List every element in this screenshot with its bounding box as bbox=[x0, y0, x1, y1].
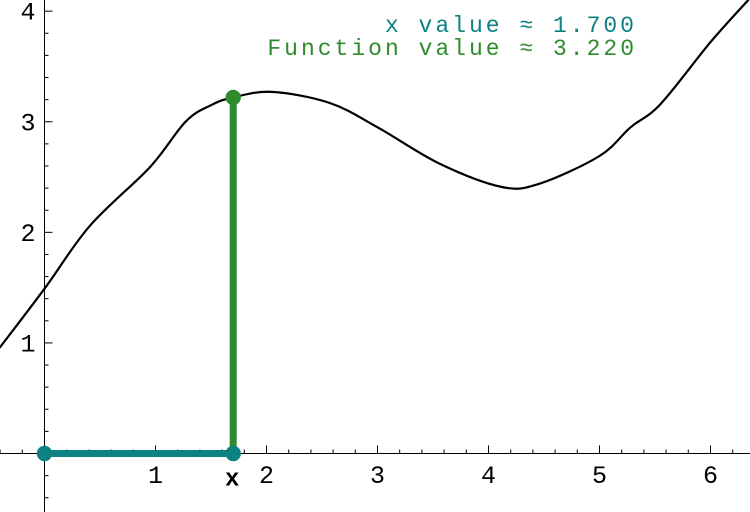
x-tick-label: 5 bbox=[592, 462, 607, 491]
y-tick-label: 3 bbox=[20, 109, 35, 138]
y-tick-label: 2 bbox=[20, 220, 35, 249]
function-value-dot[interactable] bbox=[225, 89, 241, 106]
x-tick-label: 4 bbox=[481, 462, 496, 491]
annotation-x-value: x value ≈ 1.700 bbox=[384, 13, 637, 39]
x-marker-label: x bbox=[225, 467, 239, 494]
x-tick-label: 6 bbox=[703, 462, 718, 491]
x-interval-endpoint-dot[interactable] bbox=[225, 445, 241, 462]
x-tick-label: 1 bbox=[148, 462, 163, 491]
origin-dot bbox=[36, 445, 53, 462]
x-tick-label: 3 bbox=[370, 462, 385, 491]
annotation-function-value: Function value ≈ 3.220 bbox=[267, 36, 637, 62]
x-tick-label: 2 bbox=[259, 462, 274, 491]
function-curve bbox=[0, 0, 750, 349]
y-tick-label: 4 bbox=[20, 0, 35, 28]
y-tick-label: 1 bbox=[20, 330, 35, 359]
